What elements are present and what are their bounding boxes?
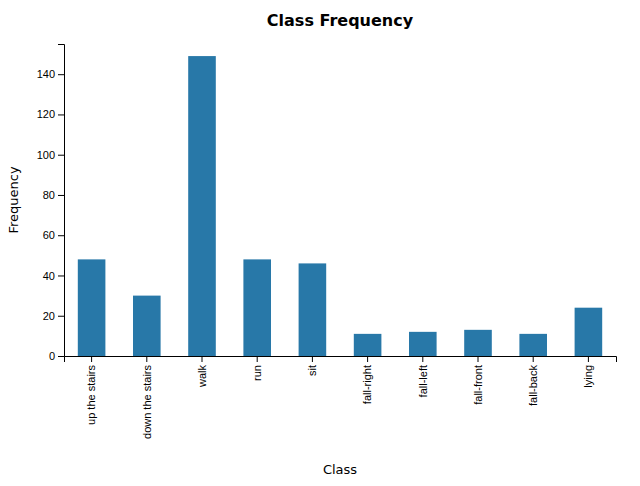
y-axis: 0 20 40 60 80 100 120 140: [37, 45, 65, 363]
bar: [243, 259, 271, 356]
y-tick-mark: [58, 275, 64, 276]
y-tick: 120: [37, 108, 64, 120]
x-tick: fall-front: [472, 356, 484, 405]
bar: [299, 263, 327, 356]
y-tick: 140: [37, 68, 64, 80]
y-tick-label: 140: [37, 68, 55, 80]
x-tick-mark: [588, 356, 589, 362]
x-tick: fall-left: [417, 356, 429, 397]
x-tick-label: fall-front: [472, 365, 484, 405]
x-tick-label: fall-left: [417, 365, 429, 397]
y-tick-label: 120: [37, 108, 55, 120]
x-axis: up the stairs down the stairs walk run sit fa…: [65, 356, 617, 439]
x-tick-label: run: [251, 365, 263, 381]
x-tick-mark: [202, 356, 203, 362]
y-tick: 80: [43, 189, 64, 201]
y-tick-label: 40: [43, 270, 55, 282]
y-tick: 0: [49, 350, 64, 362]
y-tick-mark: [58, 316, 64, 317]
x-tick-mark: [533, 356, 534, 362]
y-tick: 40: [43, 270, 64, 282]
x-tick: fall-back: [527, 356, 539, 406]
bar: [133, 296, 161, 356]
x-tick: up the stairs: [85, 356, 97, 425]
bar: [354, 334, 382, 356]
bars: [78, 56, 602, 356]
x-tick: fall-right: [361, 356, 373, 404]
x-tick-mark: [312, 356, 313, 362]
x-tick-mark: [422, 356, 423, 362]
bar: [464, 330, 492, 356]
y-axis-title: Frequency: [6, 166, 21, 233]
y-tick-label: 100: [37, 149, 55, 161]
x-axis-line: [65, 357, 617, 363]
x-tick: sit: [306, 356, 318, 376]
y-tick-mark: [58, 155, 64, 156]
x-tick: down the stairs: [141, 356, 153, 439]
bar: [409, 332, 437, 356]
y-tick-mark: [58, 114, 64, 115]
x-tick-label: up the stairs: [85, 365, 97, 425]
y-tick-mark: [58, 74, 64, 75]
y-tick-mark: [58, 195, 64, 196]
x-tick-mark: [478, 356, 479, 362]
x-tick-label: fall-right: [361, 365, 373, 404]
title: Class Frequency: [267, 11, 414, 30]
chart: up the stairs down the stairs walk run sit fa…: [0, 0, 640, 486]
x-axis-title: Class: [323, 462, 357, 477]
y-tick: 100: [37, 149, 64, 161]
bar: [519, 334, 547, 356]
y-tick-label: 60: [43, 229, 55, 241]
x-tick-mark: [257, 356, 258, 362]
y-tick-label: 20: [43, 310, 55, 322]
y-axis-line: [58, 45, 65, 357]
y-tick-mark: [58, 356, 64, 357]
x-tick-label: lying: [582, 365, 594, 388]
y-tick-mark: [58, 235, 64, 236]
x-tick: run: [251, 356, 263, 381]
x-tick: walk: [196, 356, 208, 388]
plot: up the stairs down the stairs walk run sit fa…: [37, 45, 617, 439]
x-tick-mark: [367, 356, 368, 362]
x-tick-label: walk: [196, 365, 208, 389]
x-tick: lying: [582, 356, 594, 388]
x-tick-label: fall-back: [527, 365, 539, 406]
bar: [78, 259, 106, 356]
x-tick-mark: [146, 356, 147, 362]
x-tick-label: sit: [306, 365, 318, 376]
bar: [575, 308, 603, 356]
x-tick-label: down the stairs: [141, 365, 153, 439]
y-tick: 20: [43, 310, 64, 322]
bar: [188, 56, 216, 356]
y-tick-label: 0: [49, 350, 55, 362]
x-tick-mark: [91, 356, 92, 362]
y-tick: 60: [43, 229, 64, 241]
y-tick-label: 80: [43, 189, 55, 201]
